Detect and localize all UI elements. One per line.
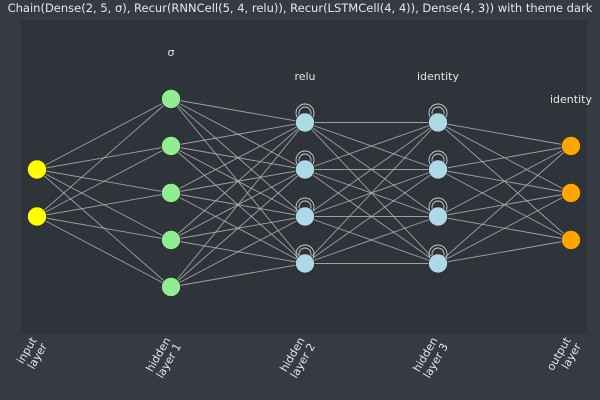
activation-label-hidden2: relu: [294, 70, 315, 83]
connection-edge: [437, 192, 572, 264]
recurrent-loops: [295, 103, 448, 264]
edges: [36, 98, 572, 288]
connection-edge: [170, 216, 306, 288]
neuron-hidden3: [428, 159, 448, 180]
neuron-hidden2: [295, 159, 315, 180]
neuron-input: [27, 159, 47, 180]
connection-edge: [170, 169, 306, 288]
connection-edge: [170, 122, 306, 147]
connection-edge: [170, 98, 306, 123]
connection-edge: [304, 122, 439, 217]
neuron-input: [27, 206, 47, 227]
connection-edge: [170, 263, 306, 288]
connection-edge: [437, 145, 572, 264]
connection-edge: [36, 145, 172, 217]
neuron-hidden1: [161, 183, 181, 203]
neuron-hidden3: [428, 112, 448, 133]
neuron-output: [561, 183, 581, 203]
connection-edge: [304, 216, 439, 264]
activation-label-hidden1: σ: [168, 46, 175, 59]
connection-edge: [170, 122, 306, 241]
neuron-hidden1: [161, 89, 181, 109]
activation-label-hidden3: identity: [417, 70, 459, 83]
connection-edge: [170, 122, 306, 288]
connection-edge: [36, 216, 172, 241]
neuron-hidden3: [428, 206, 448, 227]
neuron-output: [561, 136, 581, 156]
connection-edge: [437, 239, 572, 264]
connection-edge: [36, 98, 172, 217]
connection-edge: [36, 216, 172, 288]
neuron-hidden2: [295, 112, 315, 133]
neuron-hidden1: [161, 277, 181, 297]
neuron-hidden1: [161, 136, 181, 156]
connection-edge: [304, 122, 439, 170]
connection-edge: [437, 122, 572, 147]
connection-edge: [437, 145, 572, 170]
neuron-hidden2: [295, 206, 315, 227]
connection-edge: [304, 122, 439, 264]
connection-edge: [36, 192, 172, 217]
connection-edge: [304, 169, 439, 264]
connection-edge: [170, 122, 306, 194]
neurons: [27, 89, 581, 297]
diagram-title: Chain(Dense(2, 5, σ), Recur(RNNCell(5, 4…: [7, 1, 593, 15]
neuron-hidden2: [295, 253, 315, 274]
activation-label-output: identity: [550, 93, 592, 106]
connection-edge: [36, 98, 172, 170]
connection-edge: [437, 145, 572, 217]
neuron-hidden3: [428, 253, 448, 274]
neuron-hidden1: [161, 230, 181, 250]
neuron-output: [561, 230, 581, 250]
